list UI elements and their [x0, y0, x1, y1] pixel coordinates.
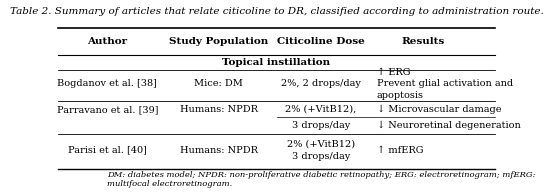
- Text: Author: Author: [87, 37, 127, 46]
- Text: Parisi et al. [40]: Parisi et al. [40]: [68, 146, 147, 155]
- Text: Table 2. Summary of articles that relate citicoline to DR, classified according : Table 2. Summary of articles that relate…: [9, 7, 544, 16]
- Text: Bogdanov et al. [38]: Bogdanov et al. [38]: [58, 79, 157, 89]
- Text: Humans: NPDR: Humans: NPDR: [180, 146, 258, 155]
- Text: Study Population: Study Population: [169, 37, 268, 46]
- Text: Topical instillation: Topical instillation: [222, 58, 331, 67]
- Text: Humans: NPDR: Humans: NPDR: [180, 105, 258, 114]
- Text: Parravano et al. [39]: Parravano et al. [39]: [56, 105, 158, 114]
- Text: Results: Results: [401, 37, 445, 46]
- Text: ↑ ERG
Prevent glial activation and
apoptosis: ↑ ERG Prevent glial activation and apopt…: [377, 68, 513, 100]
- Text: Citicoline Dose: Citicoline Dose: [277, 37, 365, 46]
- Text: ↑ mfERG: ↑ mfERG: [377, 146, 423, 155]
- Text: 2% (+VitB12)
3 drops/day: 2% (+VitB12) 3 drops/day: [287, 140, 355, 161]
- Text: ↓ Microvascular damage: ↓ Microvascular damage: [377, 105, 501, 114]
- Text: 2% (+VitB12),: 2% (+VitB12),: [285, 105, 357, 114]
- Text: ↓ Neuroretinal degeneration: ↓ Neuroretinal degeneration: [377, 121, 520, 130]
- Text: 3 drops/day: 3 drops/day: [292, 121, 350, 130]
- Text: DM: diabetes model; NPDR: non-proliferative diabetic retinopathy; ERG: electrore: DM: diabetes model; NPDR: non-proliferat…: [107, 171, 536, 188]
- Text: Mice: DM: Mice: DM: [194, 79, 243, 89]
- Text: 2%, 2 drops/day: 2%, 2 drops/day: [281, 79, 361, 89]
